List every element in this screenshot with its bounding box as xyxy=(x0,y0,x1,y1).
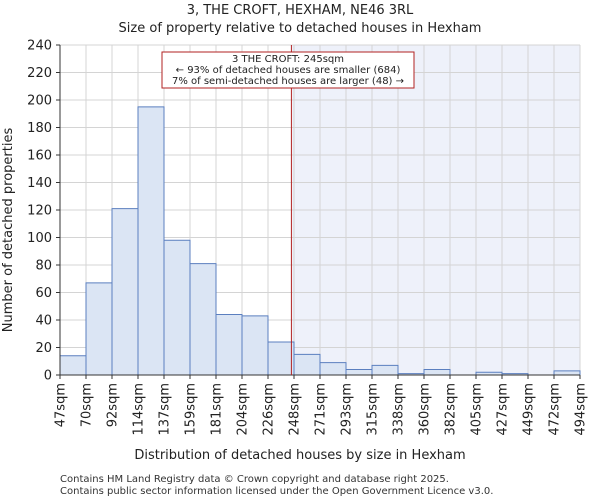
histogram-bar xyxy=(319,362,347,376)
x-tick-label: 159sqm xyxy=(184,383,199,436)
x-tick-label: 472sqm xyxy=(548,383,563,436)
y-axis-label: Number of detached properties xyxy=(1,128,16,333)
histogram-bar xyxy=(215,314,243,376)
y-tick-label: 20 xyxy=(35,341,52,356)
x-tick-label: 427sqm xyxy=(496,383,511,436)
annotation-line-1: 3 THE CROFT: 245sqm xyxy=(232,54,344,65)
histogram-bar xyxy=(423,369,451,376)
y-tick-label: 220 xyxy=(27,66,52,81)
y-tick-label: 160 xyxy=(27,149,52,164)
x-tick-label: 494sqm xyxy=(574,383,589,436)
annotation-line-2: ← 93% of detached houses are smaller (68… xyxy=(176,65,401,76)
x-tick-label: 70sqm xyxy=(80,383,95,427)
x-axis-label: Distribution of detached houses by size … xyxy=(134,448,465,463)
x-tick-label: 226sqm xyxy=(262,383,277,436)
histogram-bar xyxy=(137,106,165,376)
x-tick-label: 360sqm xyxy=(418,383,433,436)
histogram-bar xyxy=(59,355,87,376)
x-tick-label: 204sqm xyxy=(236,383,251,436)
histogram-bar xyxy=(267,341,295,376)
y-tick-label: 80 xyxy=(35,259,52,274)
chart-title-line-2: Size of property relative to detached ho… xyxy=(119,21,482,36)
axis-layer: 0 20 40 60 80 100 120 140 160 180 200 220 240 47sqm 70… xyxy=(27,39,588,436)
histogram-bar xyxy=(111,208,139,376)
x-tick-label: 137sqm xyxy=(158,383,173,436)
histogram-bar xyxy=(371,364,399,376)
x-tick-label: 293sqm xyxy=(340,383,355,436)
x-tick-label: 405sqm xyxy=(470,383,485,436)
histogram-bar xyxy=(189,263,217,376)
histogram-bar xyxy=(241,315,269,376)
y-tick-label: 40 xyxy=(35,314,52,329)
x-tick-label: 271sqm xyxy=(314,383,329,436)
x-tick-label: 114sqm xyxy=(132,383,147,436)
x-tick-label: 181sqm xyxy=(210,383,225,436)
histogram-bar xyxy=(85,282,113,376)
x-tick-label: 47sqm xyxy=(54,383,69,427)
annotation-box: 3 THE CROFT: 245sqm ← 93% of detached ho… xyxy=(161,51,415,89)
y-tick-label: 60 xyxy=(35,286,52,301)
y-tick-label: 180 xyxy=(27,121,52,136)
footer-line-1: Contains HM Land Registry data © Crown c… xyxy=(60,474,449,485)
y-tick-label: 200 xyxy=(27,94,52,109)
x-tick-label: 315sqm xyxy=(366,383,381,436)
x-tick-label: 248sqm xyxy=(288,383,303,436)
y-tick-label: 100 xyxy=(27,231,52,246)
annotation-frame xyxy=(161,51,415,89)
y-tick-label: 140 xyxy=(27,176,52,191)
histogram-bar xyxy=(163,239,191,376)
y-tick-label: 240 xyxy=(27,39,52,54)
x-tick-label: 338sqm xyxy=(392,383,407,436)
y-tick-label: 0 xyxy=(44,369,52,384)
annotation-line-3: 7% of semi-detached houses are larger (4… xyxy=(172,76,404,87)
histogram-bar xyxy=(293,353,321,376)
histogram-bar xyxy=(345,369,373,376)
histogram-bar xyxy=(553,370,581,376)
x-tick-label: 449sqm xyxy=(522,383,537,436)
x-tick-label: 382sqm xyxy=(444,383,459,436)
footer-line-2: Contains public sector information licen… xyxy=(60,486,493,497)
x-tick-label: 92sqm xyxy=(106,383,121,427)
chart-title-line-1: 3, THE CROFT, HEXHAM, NE46 3RL xyxy=(187,3,414,18)
y-tick-label: 120 xyxy=(27,204,52,219)
